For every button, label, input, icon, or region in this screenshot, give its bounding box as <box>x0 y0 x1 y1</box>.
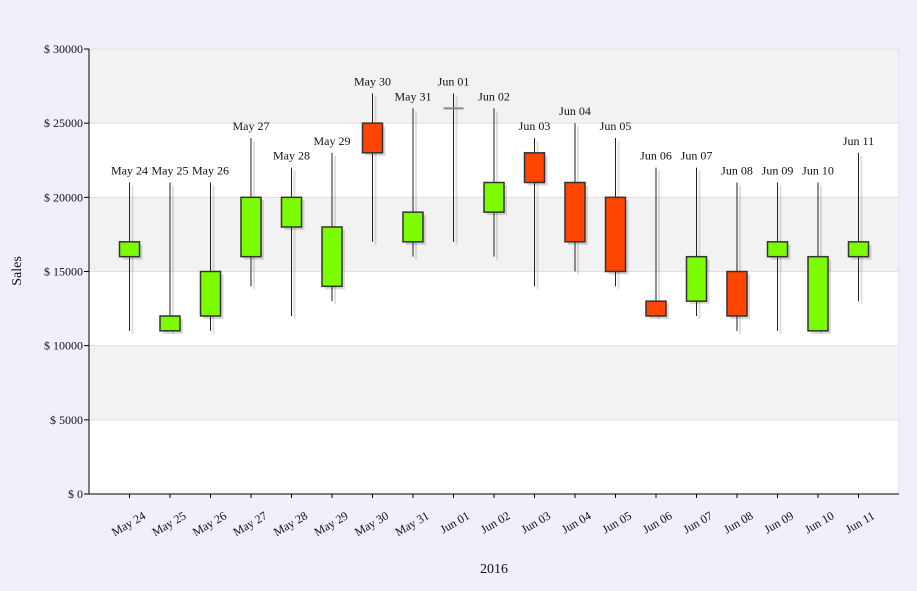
candle: Jun 03 <box>519 119 551 290</box>
candle: Jun 06 <box>640 149 672 319</box>
candle-body <box>118 241 141 258</box>
candle-body <box>361 122 384 154</box>
candle: May 29 <box>314 134 351 305</box>
candle-data-label: Jun 03 <box>519 119 551 133</box>
candle-body <box>604 196 627 273</box>
x-tick-label: May 25 <box>149 508 188 539</box>
candle-data-label: Jun 01 <box>438 75 470 89</box>
y-tick-label: $ 30000 <box>44 42 83 56</box>
candle-body <box>726 270 748 317</box>
x-tick-label: Jun 02 <box>478 508 512 536</box>
y-tick-label: $ 20000 <box>44 190 83 204</box>
candle-body <box>847 241 870 258</box>
candle-body <box>483 181 505 213</box>
candle: Jun 04 <box>559 104 591 275</box>
candle-data-label: Jun 02 <box>478 89 510 103</box>
candle: May 27 <box>233 119 270 290</box>
candle-data-label: May 25 <box>152 164 189 178</box>
x-tick-label: Jun 06 <box>640 508 674 536</box>
x-tick-label: Jun 08 <box>721 508 755 536</box>
x-tick-label: May 26 <box>190 508 229 539</box>
candle-data-label: Jun 09 <box>762 164 794 178</box>
candle-body <box>159 315 181 332</box>
candle-data-label: Jun 04 <box>559 104 591 118</box>
candle: May 25 <box>152 164 189 334</box>
candle-body <box>645 300 667 317</box>
x-axis: May 24 May 25 May 26 May 27 May 28 May 29 May … <box>89 493 899 539</box>
candle-data-label: May 30 <box>354 75 391 89</box>
x-tick-label: May 30 <box>352 508 391 539</box>
candle: Jun 01 <box>438 75 470 245</box>
x-tick-label: Jun 11 <box>843 508 877 536</box>
candle: May 30 <box>354 75 391 245</box>
candle-data-label: Jun 10 <box>802 164 834 178</box>
candle-data-label: Jun 05 <box>600 119 632 133</box>
x-tick-label: Jun 07 <box>681 508 715 536</box>
candle-data-label: May 28 <box>273 149 310 163</box>
candle-data-label: May 27 <box>233 119 270 133</box>
candle-body <box>240 196 262 258</box>
candle-body <box>685 255 708 302</box>
candles: May 24 May 25 May 26 May 27 May 28 May 29 May … <box>111 75 874 334</box>
x-tick-label: Jun 03 <box>519 508 553 536</box>
x-axis-title: 2016 <box>480 562 508 577</box>
candle: Jun 05 <box>600 119 632 290</box>
x-tick-label: Jun 05 <box>600 508 634 536</box>
candle-data-label: Jun 11 <box>843 134 874 148</box>
x-tick-label: Jun 09 <box>762 508 796 536</box>
y-tick-label: $ 10000 <box>44 339 83 353</box>
x-tick-label: Jun 10 <box>802 508 836 536</box>
y-axis: $ 0 $ 5000 $ 10000 $ 15000 $ 20000 $ 25000 $ 3… <box>44 42 90 501</box>
candle: May 31 <box>395 89 432 260</box>
candle-body <box>199 270 222 317</box>
candle: Jun 10 <box>802 164 834 334</box>
x-tick-label: Jun 04 <box>559 508 593 536</box>
y-tick-label: $ 5000 <box>50 413 83 427</box>
candle: Jun 07 <box>681 149 713 319</box>
candle-data-label: May 31 <box>395 89 432 103</box>
x-tick-label: May 31 <box>392 508 431 539</box>
candle-data-label: Jun 07 <box>681 149 713 163</box>
candle-body <box>402 211 424 243</box>
candle: Jun 08 <box>721 164 753 334</box>
candle: Jun 02 <box>478 89 510 260</box>
candle-data-label: Jun 06 <box>640 149 672 163</box>
candle: Jun 09 <box>762 164 794 334</box>
candle-data-label: May 29 <box>314 134 351 148</box>
y-tick-label: $ 15000 <box>44 265 83 279</box>
plot-band <box>89 345 899 420</box>
y-tick-label: $ 25000 <box>44 116 83 130</box>
x-tick-label: May 28 <box>271 508 310 539</box>
candle-data-label: May 26 <box>192 164 229 178</box>
x-tick-label: Jun 01 <box>438 508 472 536</box>
candle-data-label: May 24 <box>111 164 148 178</box>
candle-data-label: Jun 08 <box>721 164 753 178</box>
candle: Jun 11 <box>843 134 874 305</box>
candle-body <box>807 255 829 332</box>
x-tick-label: May 29 <box>311 508 350 539</box>
candle-body <box>280 196 303 228</box>
y-axis-title: Sales <box>10 256 25 286</box>
candle-body <box>321 226 343 288</box>
candle-body <box>564 181 586 243</box>
candle-body <box>523 152 546 184</box>
candle: May 28 <box>273 149 310 319</box>
candle: May 26 <box>192 164 229 334</box>
x-tick-label: May 27 <box>230 508 269 539</box>
x-tick-label: May 24 <box>109 508 148 539</box>
y-tick-label: $ 0 <box>68 487 83 501</box>
candle: May 24 <box>111 164 148 334</box>
candle-body <box>766 241 789 258</box>
